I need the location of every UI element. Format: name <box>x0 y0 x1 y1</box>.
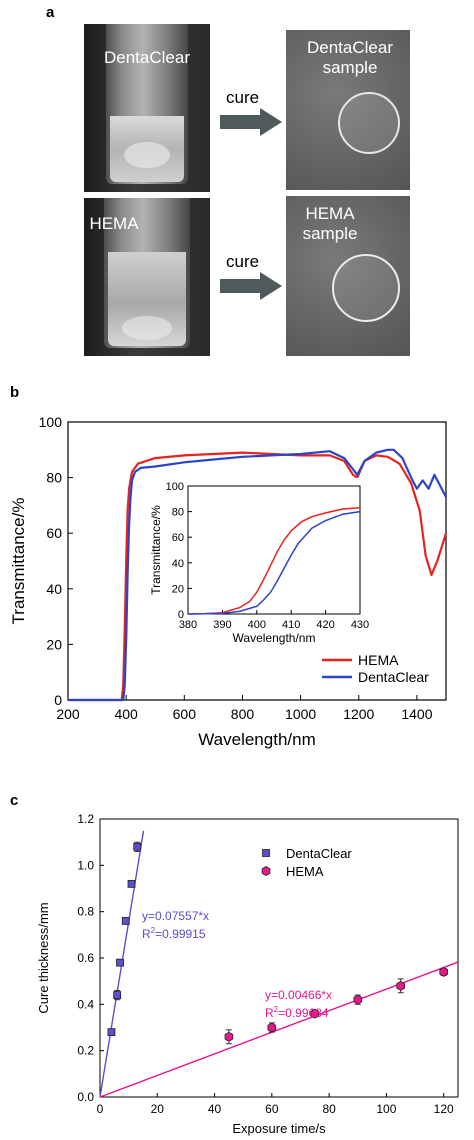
hema-vial-label: HEMA <box>89 214 139 233</box>
x-tick-label: 800 <box>231 706 255 722</box>
inset-x-tick-label: 400 <box>248 619 266 631</box>
legend-label-dentaclear: DentaClear <box>358 669 429 685</box>
y-tick-label: 0.8 <box>77 905 94 919</box>
data-point-hema <box>353 994 363 1005</box>
inset-x-tick-label: 410 <box>282 619 300 631</box>
fit-r2-dentaclear: R2=0.99915 <box>142 926 206 941</box>
y-tick-label: 0.6 <box>77 951 94 965</box>
inset-x-tick-label: 430 <box>351 619 369 631</box>
data-point-dentaclear <box>116 958 124 967</box>
data-point-dentaclear <box>113 991 122 999</box>
x-axis-title: Exposure time/s <box>232 1121 326 1136</box>
y-tick-label: 0.0 <box>77 1090 94 1104</box>
x-tick-label: 400 <box>114 706 138 722</box>
hema-sample-label-line2: sample <box>302 224 358 243</box>
panel-c-letter: c <box>10 792 19 809</box>
y-tick-label: 1.0 <box>77 858 94 872</box>
inset-y-tick-label: 60 <box>172 532 184 544</box>
x-tick-label: 120 <box>434 1102 454 1116</box>
x-tick-label: 1000 <box>285 706 316 722</box>
hema-sample-photo <box>286 196 410 356</box>
inset-series-line-dentaclear <box>187 510 361 615</box>
y-axis-title: Cure thickness/mm <box>36 902 51 1013</box>
x-tick-label: 100 <box>376 1102 396 1116</box>
inset-frame <box>187 485 361 615</box>
data-point-dentaclear <box>127 879 136 888</box>
y-tick-label: 0 <box>54 692 62 708</box>
x-tick-label: 60 <box>265 1102 279 1116</box>
y-tick-label: 0.2 <box>77 1044 94 1058</box>
x-tick-label: 200 <box>56 706 80 722</box>
y-tick-label: 0.4 <box>77 997 94 1011</box>
y-tick-label: 40 <box>46 581 62 597</box>
plot-frame <box>67 421 447 701</box>
x-axis-title: Wavelength/nm <box>198 730 315 749</box>
inset-background <box>150 478 370 648</box>
x-tick-label: 40 <box>208 1102 222 1116</box>
series-line-hema <box>68 451 448 702</box>
x-tick-label: 600 <box>173 706 197 722</box>
y-tick-label: 100 <box>39 414 63 430</box>
cure-label-top: cure <box>226 88 260 107</box>
series-line-dentaclear <box>68 448 447 702</box>
data-point-dentaclear <box>121 917 130 925</box>
inset-y-tick-label: 40 <box>172 558 184 570</box>
inset-x-tick-label: 420 <box>316 619 334 631</box>
x-tick-label: 1200 <box>343 706 374 722</box>
y-tick-label: 1.2 <box>77 812 94 826</box>
inset-y-tick-label: 80 <box>172 507 184 519</box>
x-tick-label: 80 <box>322 1102 336 1116</box>
legend-marker-dentaclear <box>262 849 270 857</box>
cure-arrow-top <box>220 108 282 136</box>
x-tick-label: 20 <box>151 1102 165 1116</box>
data-point-hema <box>439 966 449 977</box>
legend-marker-hema <box>261 866 271 876</box>
hema-sample-label-line1: HEMA <box>305 204 355 223</box>
inset-series-line-hema <box>187 507 361 615</box>
dentaclear-vial-photo <box>84 24 210 192</box>
inset-y-axis-title: Transmittance/% <box>149 505 163 595</box>
inset-x-tick-label: 390 <box>213 619 231 631</box>
x-tick-label: 0 <box>97 1102 104 1116</box>
x-tick-label: 1400 <box>401 706 432 722</box>
panel-a-letter: a <box>46 4 55 21</box>
legend-label-hema: HEMA <box>358 652 399 668</box>
dentaclear-sample-label-line2: sample <box>322 58 378 77</box>
inset-y-tick-label: 0 <box>178 609 184 621</box>
inset-y-tick-label: 20 <box>172 583 184 595</box>
cure-label-bottom: cure <box>226 252 260 271</box>
y-tick-label: 80 <box>46 470 62 486</box>
dentaclear-vial-label: DentaClear <box>104 48 190 67</box>
inset-y-tick-label: 100 <box>166 481 184 493</box>
dentaclear-sample-label-line1: DentaClear <box>307 38 393 57</box>
data-point-hema <box>267 1022 277 1033</box>
plot-frame <box>99 818 459 1098</box>
inset-x-axis-title: Wavelength/nm <box>233 631 316 645</box>
legend-label-dentaclear: DentaClear <box>286 846 352 861</box>
hema-vial-photo <box>84 198 210 356</box>
data-point-dentaclear <box>107 1028 116 1037</box>
dentaclear-sample-photo <box>286 30 410 190</box>
y-tick-label: 20 <box>46 636 62 652</box>
cure-thickness-chart: 0 20 40 60 80 100 120 0.0 0.2 0.4 0.6 0.8 1.0 1.2 Expo… <box>36 812 459 1136</box>
cure-arrow-bottom <box>220 272 282 300</box>
fit-equation-dentaclear: y=0.07557*x <box>142 909 209 923</box>
y-tick-label: 60 <box>46 525 62 541</box>
data-point-hema <box>224 1031 234 1042</box>
transmittance-chart: 200 400 600 800 1000 1200 1400020406080100Wave… <box>9 414 448 749</box>
panel-b-letter: b <box>10 384 20 401</box>
fit-equation-hema: y=0.00466*x <box>265 988 332 1002</box>
fit-r2-hema: R2=0.99684 <box>265 1005 329 1020</box>
data-point-hema <box>310 1008 320 1019</box>
fit-line-hema <box>99 961 459 1098</box>
data-point-hema <box>396 980 406 991</box>
inset-x-tick-label: 380 <box>179 619 197 631</box>
data-point-dentaclear <box>133 842 142 851</box>
y-axis-title: Transmittance/% <box>9 498 28 625</box>
legend-label-hema: HEMA <box>286 864 324 879</box>
